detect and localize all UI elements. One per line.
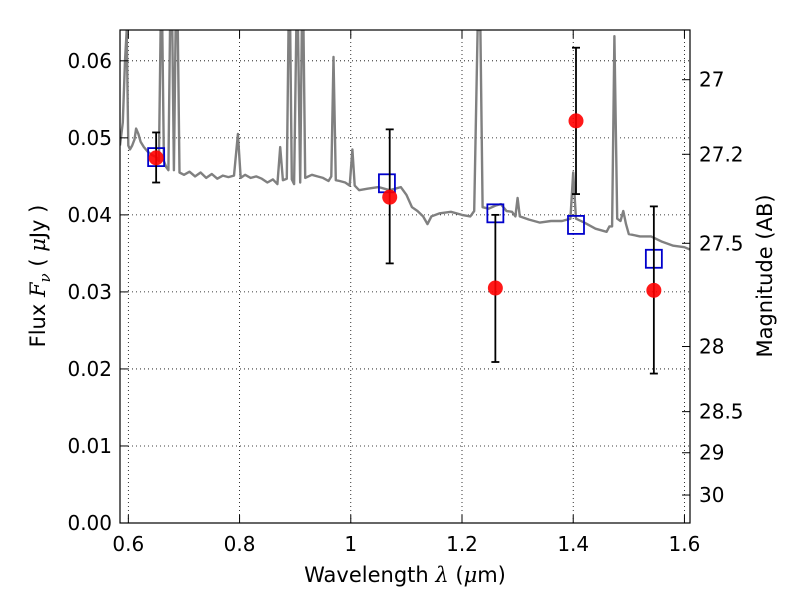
plot-background xyxy=(120,30,690,523)
x-tick-label: 0.6 xyxy=(112,532,144,556)
y-axis-label-text: Flux xyxy=(26,297,50,347)
y-axis-label-subscript: ν xyxy=(36,273,54,282)
observed-flux-point xyxy=(382,189,398,205)
model-photometry-square xyxy=(567,214,585,235)
x-axis-label-unit-symbol: μ xyxy=(464,563,478,587)
y-tick-label: 0.05 xyxy=(67,126,112,150)
series-layer xyxy=(120,30,690,375)
observed-flux-point xyxy=(646,282,662,298)
y-tick-label: 0.02 xyxy=(67,357,112,381)
x-axis-label-unit-close: m) xyxy=(477,563,506,587)
magnitude-tick-label: 27.2 xyxy=(699,142,744,166)
axis-ticks: 0.6 0.8 1 1.2 1.4 1.6 0.00 0.01 0.02 0.03 0.04 0.05… xyxy=(67,30,744,556)
model-spectrum-line xyxy=(120,30,690,251)
magnitude-tick-label: 27.5 xyxy=(699,231,744,255)
magnitude-tick-label: 28.5 xyxy=(699,400,744,424)
x-tick-label: 1.6 xyxy=(669,532,701,556)
y-axis-label-unit-open: ( xyxy=(26,252,50,274)
x-tick-label: 1 xyxy=(344,532,357,556)
y-axis-label-symbol: F xyxy=(26,281,50,298)
magnitude-tick-label: 27 xyxy=(699,68,724,92)
x-tick-label: 1.4 xyxy=(557,532,589,556)
x-axis-label-text: Wavelength xyxy=(304,563,435,587)
x-axis-label: Wavelength λ (μm) xyxy=(304,563,506,587)
y2-axis-label: Magnitude (AB) xyxy=(753,194,777,357)
y-tick-label: 0.06 xyxy=(67,49,112,73)
x-tick-label: 0.8 xyxy=(224,532,256,556)
y-tick-label: 0.04 xyxy=(67,203,112,227)
y-tick-label: 0.03 xyxy=(67,280,112,304)
plot-frame xyxy=(119,29,691,524)
observed-flux-point xyxy=(148,150,164,166)
magnitude-tick-label: 29 xyxy=(699,441,724,465)
y-tick-label: 0.01 xyxy=(67,434,112,458)
x-tick-label: 1.2 xyxy=(446,532,478,556)
y-axis-label-unit-symbol: μ xyxy=(26,238,50,252)
magnitude-tick-label: 28 xyxy=(699,335,724,359)
observed-flux-point xyxy=(487,280,503,296)
y-axis-label: Flux Fν ( μJy ) xyxy=(26,205,54,348)
x-axis-label-symbol: λ xyxy=(434,563,448,587)
x-axis-label-unit-open: ( xyxy=(449,563,464,587)
observed-flux-point xyxy=(568,113,584,129)
plot-area xyxy=(120,30,690,375)
y-axis-label-unit-close: Jy ) xyxy=(26,205,50,241)
magnitude-tick-label: 30 xyxy=(699,483,724,507)
y-tick-label: 0.00 xyxy=(67,511,112,535)
